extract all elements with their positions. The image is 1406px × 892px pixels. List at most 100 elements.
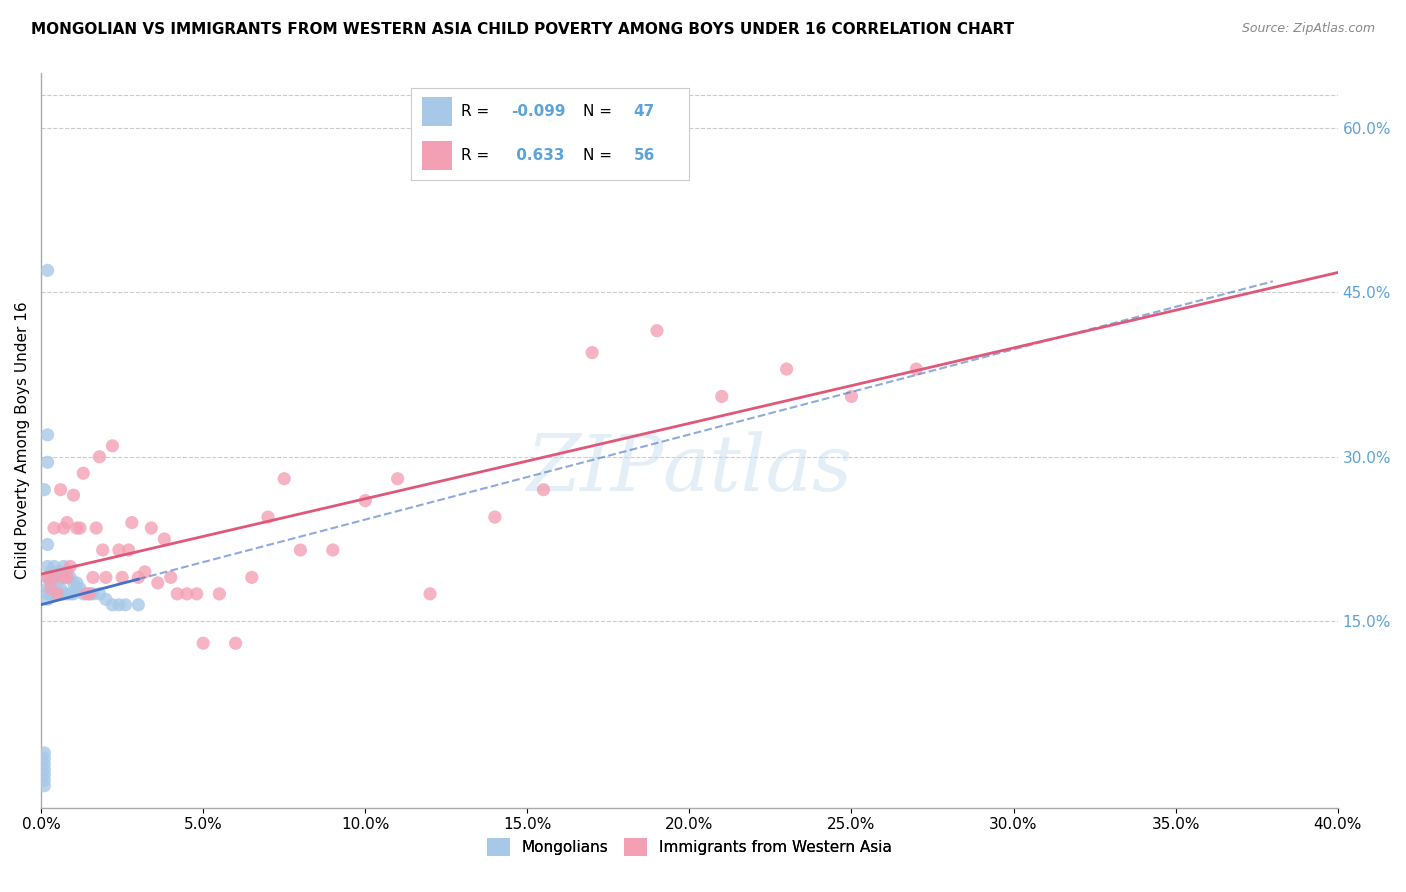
- Point: [176, 587, 198, 601]
- Point: [66, 575, 89, 590]
- Point: [34, 751, 56, 765]
- Point: [134, 565, 156, 579]
- Point: [56, 516, 79, 530]
- Point: [49, 565, 72, 579]
- Point: [52, 521, 75, 535]
- Legend: Mongolians, Immigrants from Western Asia: Mongolians, Immigrants from Western Asia: [481, 831, 898, 863]
- Point: [66, 521, 89, 535]
- Point: [905, 362, 928, 376]
- Text: Source: ZipAtlas.com: Source: ZipAtlas.com: [1241, 22, 1375, 36]
- Point: [645, 324, 668, 338]
- Point: [84, 521, 107, 535]
- Point: [34, 779, 56, 793]
- Point: [49, 582, 72, 596]
- Point: [710, 389, 733, 403]
- Point: [153, 532, 176, 546]
- Point: [581, 345, 603, 359]
- Point: [37, 570, 59, 584]
- Point: [42, 587, 65, 601]
- Point: [76, 587, 98, 601]
- Point: [37, 582, 59, 596]
- Point: [39, 565, 62, 579]
- Point: [37, 570, 59, 584]
- Point: [82, 587, 104, 601]
- Point: [72, 587, 94, 601]
- Point: [484, 510, 506, 524]
- Point: [146, 575, 169, 590]
- Point: [34, 746, 56, 760]
- Point: [66, 582, 89, 596]
- Point: [39, 570, 62, 584]
- Point: [37, 263, 59, 277]
- Point: [46, 587, 69, 601]
- Point: [79, 587, 101, 601]
- Point: [42, 521, 65, 535]
- Point: [127, 570, 149, 584]
- Point: [56, 565, 79, 579]
- Point: [37, 455, 59, 469]
- Text: ZIP​atlas: ZIP​atlas: [526, 432, 852, 508]
- Point: [46, 575, 69, 590]
- Point: [46, 565, 69, 579]
- Point: [114, 598, 136, 612]
- Point: [62, 488, 84, 502]
- Point: [34, 483, 56, 497]
- Point: [225, 636, 247, 650]
- Point: [127, 598, 149, 612]
- Point: [62, 587, 84, 601]
- Point: [89, 450, 111, 464]
- Point: [419, 587, 441, 601]
- Point: [69, 521, 91, 535]
- Point: [273, 472, 295, 486]
- Point: [101, 439, 124, 453]
- Point: [387, 472, 409, 486]
- Point: [91, 543, 114, 558]
- Point: [34, 768, 56, 782]
- Point: [52, 559, 75, 574]
- Text: MONGOLIAN VS IMMIGRANTS FROM WESTERN ASIA CHILD POVERTY AMONG BOYS UNDER 16 CORR: MONGOLIAN VS IMMIGRANTS FROM WESTERN ASI…: [31, 22, 1014, 37]
- Point: [37, 587, 59, 601]
- Point: [290, 543, 312, 558]
- Point: [111, 570, 134, 584]
- Point: [34, 773, 56, 788]
- Point: [49, 483, 72, 497]
- Point: [72, 467, 94, 481]
- Point: [56, 587, 79, 601]
- Point: [62, 575, 84, 590]
- Point: [56, 570, 79, 584]
- Point: [193, 636, 215, 650]
- Point: [121, 516, 143, 530]
- Point: [79, 587, 101, 601]
- Point: [37, 537, 59, 551]
- Point: [42, 559, 65, 574]
- Point: [208, 587, 231, 601]
- Point: [34, 756, 56, 771]
- Point: [841, 389, 863, 403]
- Point: [159, 570, 181, 584]
- Point: [186, 587, 208, 601]
- Point: [94, 570, 117, 584]
- Point: [117, 543, 139, 558]
- Point: [52, 570, 75, 584]
- Point: [257, 510, 280, 524]
- Point: [37, 427, 59, 442]
- Point: [37, 592, 59, 607]
- Point: [69, 582, 91, 596]
- Point: [39, 582, 62, 596]
- Point: [240, 570, 263, 584]
- Point: [52, 587, 75, 601]
- Point: [108, 598, 131, 612]
- Point: [101, 598, 124, 612]
- Point: [89, 587, 111, 601]
- Point: [533, 483, 555, 497]
- Point: [775, 362, 797, 376]
- Point: [354, 493, 377, 508]
- Point: [82, 570, 104, 584]
- Point: [37, 559, 59, 574]
- Point: [141, 521, 163, 535]
- Point: [59, 587, 82, 601]
- Point: [94, 592, 117, 607]
- Point: [322, 543, 344, 558]
- Point: [42, 570, 65, 584]
- Point: [34, 762, 56, 776]
